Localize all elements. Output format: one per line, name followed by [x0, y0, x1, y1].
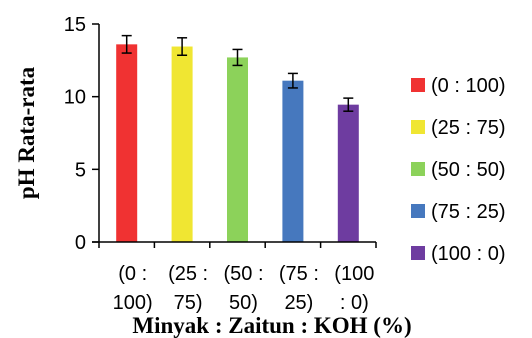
bar [337, 104, 359, 242]
y-tick-label: 15 [64, 14, 86, 36]
y-axis: 0 5 10 15 [64, 14, 100, 254]
legend-label: (50 : 50) [431, 159, 505, 181]
x-tick-label: (100 [334, 263, 374, 285]
legend-swatch [411, 246, 425, 260]
y-tick-label: 10 [64, 87, 86, 109]
legend-swatch [411, 162, 425, 176]
x-tick-label: 100) [113, 292, 153, 314]
x-tick-label: (75 : [279, 263, 319, 285]
bar [282, 80, 304, 243]
legend-label: (25 : 75) [431, 117, 505, 139]
x-axis: (0 : 100) (25 : 75) (50 : 50) (75 : 25) (100 : 0) [92, 241, 377, 314]
y-tick-label: 0 [75, 232, 86, 254]
x-tick-label: (50 : [223, 263, 263, 285]
x-tick-label: 75) [174, 292, 203, 314]
y-axis-title: pH Rata-rata [14, 66, 39, 199]
legend: (0 : 100) (25 : 75) (50 : 50) (75 : 25) (100… [411, 75, 505, 265]
x-tick-label: 25) [284, 292, 313, 314]
x-axis-title: Minyak : Zaitun : KOH (%) [132, 313, 411, 338]
legend-label: (75 : 25) [431, 201, 505, 223]
legend-swatch [411, 204, 425, 218]
x-tick-label: 50) [229, 292, 258, 314]
x-tick-label: (25 : [168, 263, 208, 285]
legend-label: (100 : 0) [431, 243, 505, 265]
x-tick-label: (0 : [118, 263, 147, 285]
x-tick-label: : 0) [340, 292, 369, 314]
legend-swatch [411, 120, 425, 134]
legend-label: (0 : 100) [431, 75, 505, 97]
bars [116, 34, 359, 243]
bar [227, 57, 248, 242]
bar [171, 46, 193, 242]
y-tick-label: 5 [75, 159, 86, 181]
bar [116, 44, 138, 243]
legend-swatch [411, 78, 425, 92]
